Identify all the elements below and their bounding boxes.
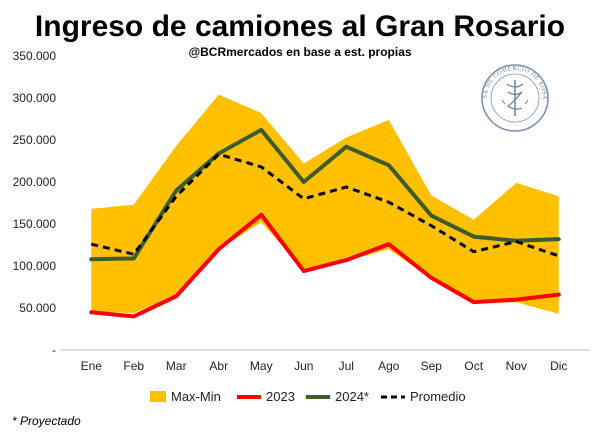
- series-layer: [89, 127, 561, 319]
- max-min-band-layer: [91, 94, 559, 314]
- x-tick-label: Ago: [378, 359, 400, 373]
- x-tick-label: Dic: [550, 359, 567, 373]
- x-tick-label: Oct: [464, 359, 483, 373]
- y-tick-label: 350.000: [13, 49, 57, 63]
- x-tick-label: Abr: [209, 359, 228, 373]
- series-line-promedio: [90, 152, 560, 258]
- y-tick-label: 250.000: [13, 133, 57, 147]
- x-axis: Ene Feb Mar Abr May Jun Jul Ago Sep Oct Nov Dic: [81, 359, 568, 373]
- legend-label-max-min: Max-Min: [171, 389, 221, 404]
- legend-label-promedio: Promedio: [410, 389, 466, 404]
- legend-swatch-max-min: [150, 391, 166, 402]
- chart-subtitle: @BCRmercados en base a est. propias: [188, 45, 411, 59]
- x-tick-label: Mar: [166, 359, 187, 373]
- max-min-band: [91, 94, 559, 314]
- x-tick-label: Ene: [81, 359, 103, 373]
- chart-title: Ingreso de camiones al Gran Rosario: [35, 10, 565, 43]
- y-tick-label: 50.000: [19, 301, 56, 315]
- x-tick-label: Sep: [421, 359, 443, 373]
- y-tick-label: 100.000: [13, 259, 57, 273]
- y-tick-label: 200.000: [13, 175, 57, 189]
- footnote: * Proyectado: [12, 414, 81, 428]
- y-axis: - 50.000 100.000 150.000 200.000 250.000 300.0…: [13, 49, 57, 357]
- x-tick-label: May: [250, 359, 273, 373]
- legend: Max-Min 2023 2024* Promedio: [150, 389, 466, 404]
- x-tick-label: Jun: [294, 359, 313, 373]
- y-tick-label: 300.000: [13, 91, 57, 105]
- series-line-2023: [89, 212, 561, 319]
- series-line-2024: [89, 127, 561, 262]
- x-tick-label: Nov: [506, 359, 527, 373]
- y-tick-label: -: [52, 343, 56, 357]
- legend-label-2024: 2024*: [335, 389, 369, 404]
- y-tick-label: 150.000: [13, 217, 57, 231]
- x-tick-label: Feb: [123, 359, 144, 373]
- legend-label-2023: 2023: [266, 389, 295, 404]
- x-tick-label: Jul: [339, 359, 354, 373]
